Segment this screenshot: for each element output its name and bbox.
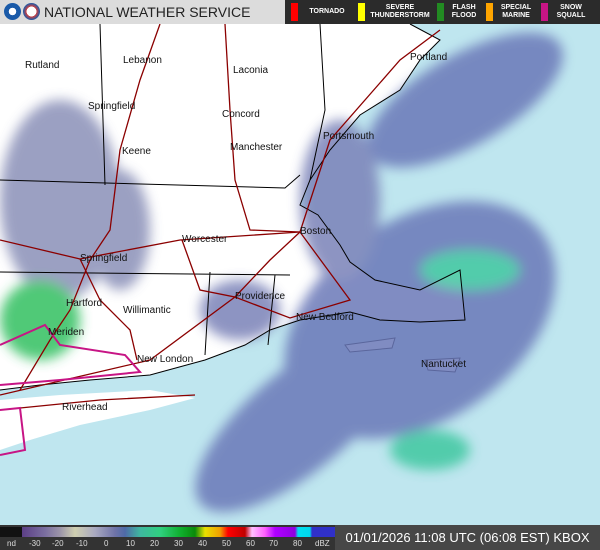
radar-echo xyxy=(420,250,520,290)
city-label: Nantucket xyxy=(421,359,467,370)
city-label: Lebanon xyxy=(123,55,162,66)
coastline xyxy=(0,23,466,391)
legend-label: 0 xyxy=(104,539,109,548)
legend-label: 10 xyxy=(126,539,135,548)
legend-label: dBZ xyxy=(315,539,330,548)
city-label: Providence xyxy=(235,291,286,302)
radar-echo xyxy=(0,100,120,300)
city-label: Keene xyxy=(122,146,151,157)
legend-label: -10 xyxy=(76,539,88,548)
state-borders xyxy=(0,23,466,391)
noaa-logo-icon xyxy=(4,3,21,20)
radar-echoes xyxy=(0,32,563,512)
warning-special-marine: SPECIAL MARINE xyxy=(486,0,535,24)
warning-tornado: TORNADO xyxy=(291,0,352,24)
nws-brand: NATIONAL WEATHER SERVICE xyxy=(0,0,285,24)
snow-squall-warnings xyxy=(0,323,143,456)
warning-legend: TORNADO SEVERE THUNDERSTORM FLASH FLOOD … xyxy=(285,0,600,24)
city-label: Willimantic xyxy=(123,305,171,316)
legend-label: 60 xyxy=(246,539,255,548)
legend-label: 30 xyxy=(174,539,183,548)
legend-label: -30 xyxy=(29,539,41,548)
warning-snow-squall: SNOW SQUALL xyxy=(541,0,590,24)
timestamp: 01/01/2026 11:08 UTC (06:08 EST) KBOX xyxy=(335,525,600,550)
radar-echo xyxy=(200,280,280,340)
radar-echo xyxy=(195,328,405,512)
city-label: New London xyxy=(137,354,194,365)
city-label: Springfield xyxy=(80,253,128,264)
header-bar: NATIONAL WEATHER SERVICE TORNADO SEVERE … xyxy=(0,0,600,24)
special-marine-swatch xyxy=(486,3,493,21)
radar-echo xyxy=(0,280,80,360)
city-label: Portsmouth xyxy=(323,131,375,142)
city-label: Riverhead xyxy=(62,402,108,413)
reflectivity-legend: nd -30 -20 -10 0 10 20 30 40 50 60 70 80… xyxy=(0,525,600,550)
radar-echo xyxy=(367,32,563,168)
city-label: New Bedford xyxy=(296,312,354,323)
radar-echo xyxy=(300,120,380,280)
city-label: Boston xyxy=(300,226,332,237)
city-label: Springfield xyxy=(88,101,136,112)
legend-label: nd xyxy=(7,539,16,548)
city-label: Manchester xyxy=(230,142,283,153)
legend-label: -20 xyxy=(52,539,64,548)
warning-severe-thunderstorm: SEVERE THUNDERSTORM xyxy=(358,0,431,24)
city-label: Rutland xyxy=(25,60,60,71)
warning-flash-flood: FLASH FLOOD xyxy=(437,0,480,24)
severe-thunderstorm-swatch xyxy=(358,3,365,21)
dbz-color-scale xyxy=(0,527,335,537)
site-title: NATIONAL WEATHER SERVICE xyxy=(44,4,251,20)
legend-label: 70 xyxy=(269,539,278,548)
city-label: Concord xyxy=(222,109,260,120)
city-label: Worcester xyxy=(182,234,228,245)
city-label: Portland xyxy=(410,52,448,63)
long-island xyxy=(0,390,195,450)
city-label: Laconia xyxy=(233,65,269,76)
radar-echo xyxy=(390,430,470,470)
nws-logo-icon xyxy=(23,3,40,20)
legend-label: 40 xyxy=(198,539,207,548)
legend-label: 50 xyxy=(222,539,231,548)
legend-label: 80 xyxy=(293,539,302,548)
flash-flood-swatch xyxy=(437,3,444,21)
radar-echo xyxy=(90,170,150,290)
snow-squall-swatch xyxy=(541,3,548,21)
city-label: Meriden xyxy=(48,327,85,338)
legend-label: 20 xyxy=(150,539,159,548)
tornado-swatch xyxy=(291,3,298,21)
city-label: Hartford xyxy=(66,298,103,309)
